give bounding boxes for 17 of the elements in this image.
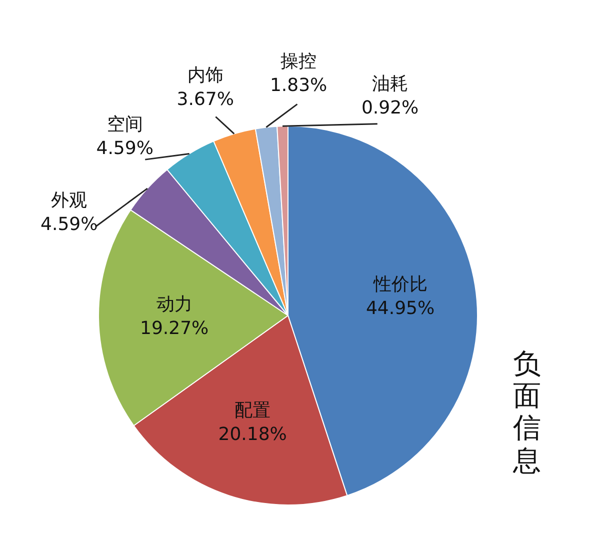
slice-label: 油耗: [372, 73, 408, 94]
slice-label: 内饰: [187, 65, 224, 86]
data-label: 3.67%: [176, 89, 234, 110]
text: 负面信息: [513, 347, 542, 477]
data-label: 4.59%: [96, 138, 154, 160]
slice-label: 配置: [234, 400, 271, 422]
data-label: 19.27%: [140, 318, 209, 339]
data-label: 0.92%: [361, 97, 419, 118]
data-label: 20.18%: [218, 424, 287, 446]
data-label: 1.83%: [270, 74, 328, 96]
slice-label: 性价比: [372, 274, 428, 296]
data-label: 4.59%: [40, 214, 98, 236]
slice-label: 空间: [106, 114, 143, 136]
slice-label: 动力: [156, 294, 192, 315]
slice-label: 外观: [51, 190, 88, 212]
data-label: 44.95%: [366, 298, 435, 320]
slice-label: 操控: [280, 50, 317, 72]
